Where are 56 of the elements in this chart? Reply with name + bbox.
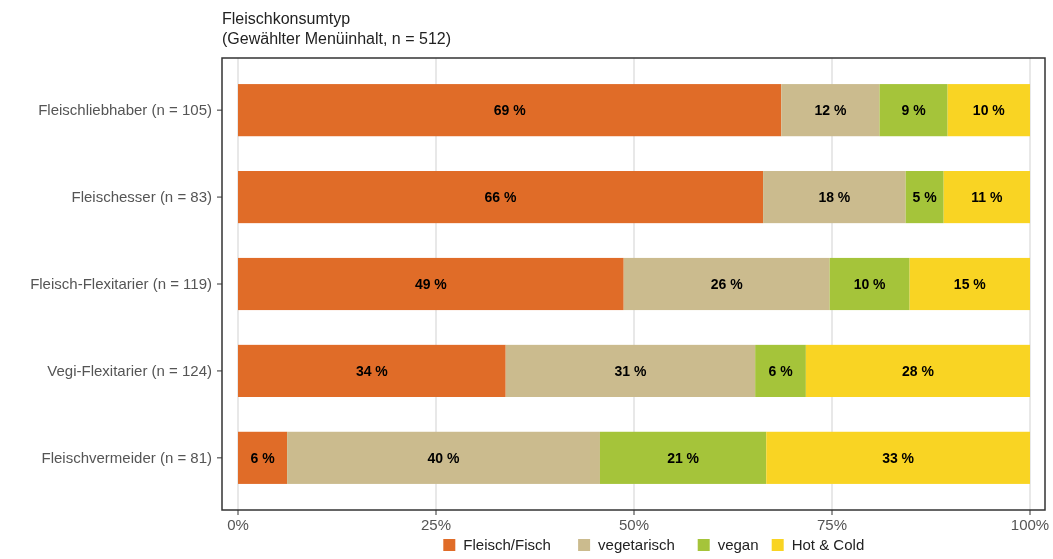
y-tick-label: Fleisch-Flexitarier (n = 119) [30, 275, 212, 292]
bar [238, 431, 288, 484]
data-label: 15 % [953, 276, 987, 292]
data-label: 5 % [912, 189, 938, 206]
data-label: 10 % [972, 102, 1006, 119]
y-tick-label: Fleischesser (n = 83) [71, 188, 212, 206]
data-label: 31 % [614, 362, 647, 379]
bar [947, 84, 1030, 137]
y-tick-label: Fleischvermeider (n = 81) [41, 448, 212, 466]
bar [505, 344, 756, 397]
bar [623, 257, 830, 311]
data-label: 6 % [250, 449, 276, 466]
bar [238, 257, 624, 311]
data-label: 26 % [710, 276, 744, 292]
data-label: 18 % [818, 189, 851, 206]
bar [943, 171, 1030, 224]
bar [905, 171, 944, 224]
bar [763, 171, 906, 224]
x-tick-label: 100% [1010, 516, 1050, 533]
x-tick-label: 25% [420, 516, 452, 533]
data-label: 28 % [901, 362, 935, 379]
chart-subtitle: (Gewählter Menüinhalt, n = 512) [222, 30, 452, 47]
data-label: 21 % [667, 449, 700, 466]
y-tick-label: Fleischliebhaber (n = 105) [38, 101, 212, 119]
bar [599, 431, 767, 484]
legend-label: vegan [717, 536, 759, 553]
bar [238, 84, 782, 137]
data-label: 12 % [814, 102, 847, 119]
bar [805, 344, 1030, 397]
legend-label: Hot & Cold [791, 536, 865, 553]
data-label: 69 % [493, 102, 527, 119]
bar [909, 257, 1030, 311]
x-tick-label: 0% [227, 516, 249, 533]
data-label: 66 % [484, 189, 518, 206]
data-label: 33 % [882, 449, 915, 466]
data-label: 34 % [355, 362, 389, 379]
bar [829, 257, 910, 311]
bar [766, 431, 1030, 484]
data-label: 40 % [427, 449, 461, 466]
y-tick-label: Vegi-Flexitarier (n = 124) [47, 361, 212, 379]
data-label: 9 % [901, 102, 927, 119]
legend-label: vegetarisch [598, 536, 675, 553]
bar [287, 431, 600, 484]
bar [238, 344, 506, 397]
bar [755, 344, 806, 397]
x-tick-label: 75% [816, 516, 848, 533]
bar [879, 84, 948, 137]
x-tick-label: 50% [618, 516, 650, 533]
data-label: 49 % [414, 276, 448, 292]
legend-label: Fleisch/Fisch [463, 536, 551, 553]
data-label: 11 % [971, 189, 1003, 206]
data-label: 6 % [768, 362, 794, 379]
bar [781, 84, 880, 137]
data-label: 10 % [853, 276, 887, 292]
bar [238, 171, 764, 224]
chart-title: Fleischkonsumtyp [222, 10, 351, 27]
